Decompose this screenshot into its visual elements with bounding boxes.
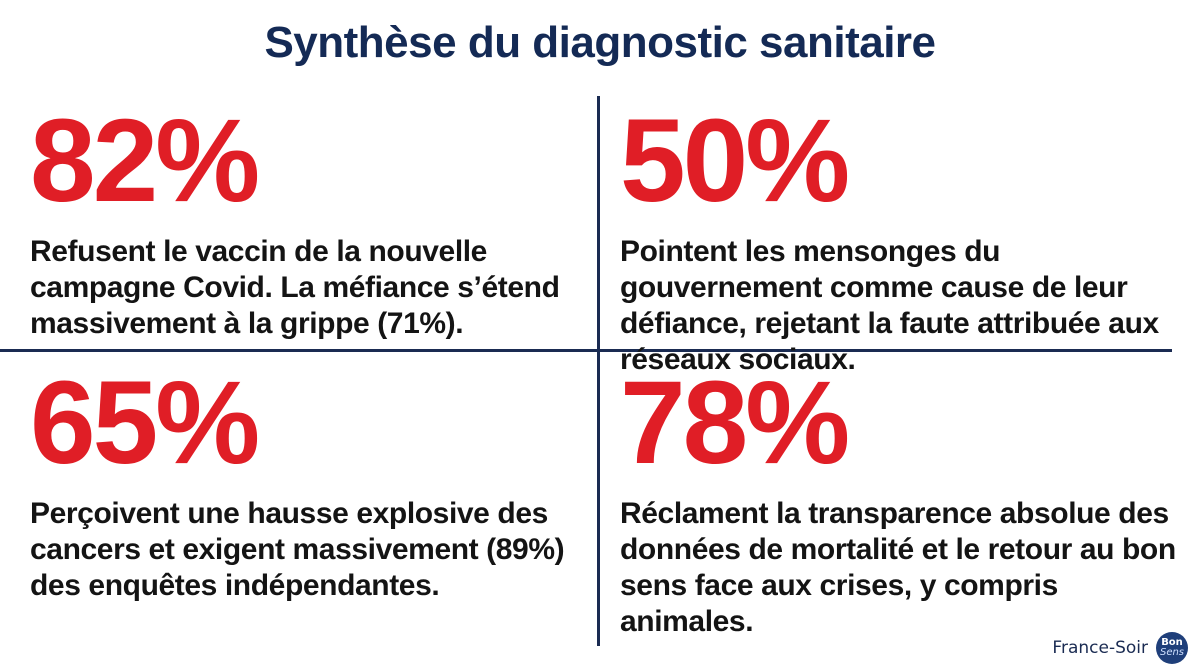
vertical-divider <box>597 96 600 646</box>
page-title: Synthèse du diagnostic sanitaire <box>264 18 936 67</box>
stat-percentage: 78% <box>620 357 850 489</box>
stat-description: Pointent les mensonges du gouvernement c… <box>620 235 1159 376</box>
stat-block-bottom-right: 78% Réclament la transparence absolue de… <box>620 364 1180 640</box>
stat-block-top-left: 82% Refusent le vaccin de la nouvelle ca… <box>30 102 590 342</box>
stat-percentage: 65% <box>30 357 260 489</box>
logo-line-1: Bon <box>1161 637 1183 648</box>
logo-line-2: Sens <box>1159 647 1185 658</box>
stat-description: Perçoivent une hausse explosive des canc… <box>30 497 565 602</box>
bon-sens-logo-icon: Bon Sens <box>1156 632 1188 664</box>
stat-description: Réclament la transparence absolue des do… <box>620 497 1176 638</box>
stat-percentage: 50% <box>620 95 850 227</box>
stat-block-top-right: 50% Pointent les mensonges du gouverneme… <box>620 102 1180 378</box>
stat-block-bottom-left: 65% Perçoivent une hausse explosive des … <box>30 364 590 604</box>
source-branding: France-Soir Bon Sens <box>1052 632 1188 664</box>
horizontal-divider <box>0 349 1172 352</box>
source-name: France-Soir <box>1052 638 1148 658</box>
stat-description: Refusent le vaccin de la nouvelle campag… <box>30 235 560 340</box>
stat-percentage: 82% <box>30 95 260 227</box>
